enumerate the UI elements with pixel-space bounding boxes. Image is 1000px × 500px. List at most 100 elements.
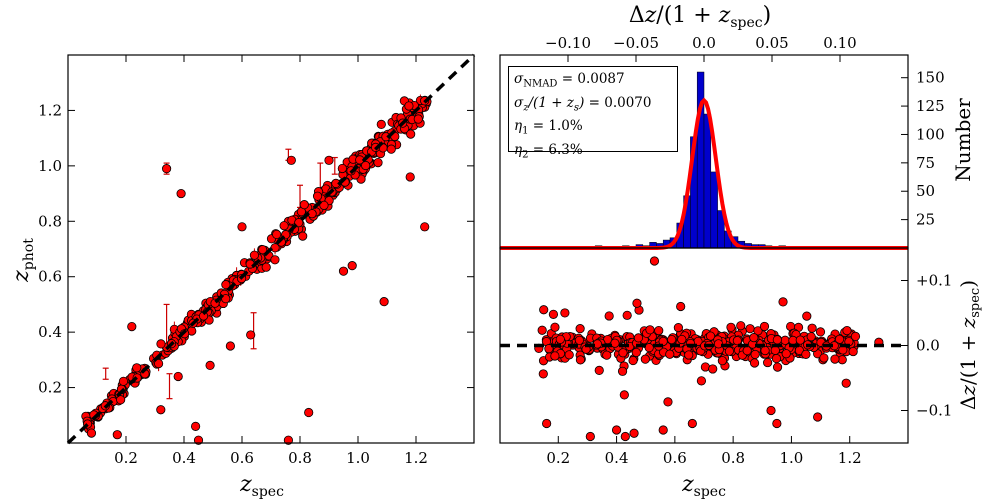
- histogram-bar: [710, 171, 718, 249]
- stat-eta1: η1 = 1.0%: [514, 118, 583, 138]
- data-point: [405, 172, 415, 182]
- data-point: [270, 255, 280, 265]
- resid-x-tick-label: 1.0: [779, 449, 803, 467]
- left-xlabel: zspec: [239, 472, 284, 500]
- residual-point: [724, 346, 734, 356]
- residual-point: [841, 378, 851, 388]
- residual-point: [813, 412, 823, 422]
- residual-point: [705, 331, 716, 341]
- residual-point: [633, 333, 644, 343]
- residual-point: [539, 305, 549, 315]
- residual-point: [663, 397, 673, 407]
- hist-y-tick-label: 150: [916, 69, 945, 87]
- top-x-tick-label: 0.05: [755, 34, 788, 52]
- residual-point: [696, 376, 707, 386]
- y-tick-label: 0.6: [38, 268, 62, 286]
- residual-point: [726, 322, 736, 332]
- data-point: [379, 297, 389, 307]
- x-tick-label: 0.2: [114, 449, 138, 467]
- residual-point: [619, 390, 629, 400]
- residual-point: [717, 356, 727, 366]
- stat-sigma-z: σz/(1 + zs) = 0.0070: [514, 94, 652, 114]
- data-point: [324, 155, 334, 165]
- residual-point: [658, 336, 668, 347]
- data-point: [173, 371, 183, 382]
- residual-point: [684, 350, 694, 360]
- data-point: [249, 250, 260, 260]
- residual-point: [555, 334, 565, 344]
- residual-point: [629, 428, 639, 438]
- resid-xlabel: zspec: [681, 472, 726, 500]
- data-point: [258, 245, 268, 255]
- data-point: [225, 341, 235, 351]
- residual-point: [780, 335, 790, 345]
- data-point: [127, 321, 137, 332]
- errorbar: [166, 373, 173, 400]
- left-axes-frame: [67, 54, 475, 444]
- hist-ticks: −0.10 −0.05 0.0 0.05 0.10 25 50 75 100 125 150: [545, 34, 945, 229]
- data-point: [193, 435, 204, 445]
- residual-point: [564, 350, 574, 360]
- errorbar: [250, 312, 257, 350]
- data-point: [153, 358, 164, 369]
- data-point: [413, 114, 423, 124]
- resid-x-tick-label: 1.2: [838, 449, 862, 467]
- residual-point: [649, 256, 660, 266]
- data-point: [319, 200, 329, 210]
- y-tick-label: 1.2: [38, 101, 62, 119]
- residual-point: [742, 346, 752, 356]
- residual-point: [708, 364, 718, 374]
- data-point: [376, 119, 386, 129]
- resid-x-tick-label: 0.8: [721, 449, 745, 467]
- residual-point: [819, 353, 829, 363]
- histogram-bar: [696, 71, 705, 249]
- residual-point: [632, 298, 642, 308]
- data-point: [221, 280, 231, 290]
- residual-point: [665, 349, 675, 359]
- residual-vs-zspec-panel: 0.2 0.4 0.6 0.8 1.0 1.2 +0.1 0.0 −0.1 zspec Δz/(…: [499, 247, 983, 500]
- residual-point: [850, 331, 861, 342]
- residual-point: [830, 354, 840, 364]
- residual-point: [585, 431, 595, 442]
- y-tick-label: 1.0: [38, 157, 62, 175]
- hist-y-tick-label: 100: [916, 125, 945, 143]
- residual-point: [538, 369, 548, 379]
- resid-y-tick-label: +0.1: [916, 272, 952, 290]
- residual-point: [842, 325, 852, 336]
- residual-point: [654, 326, 664, 336]
- residual-points: [534, 256, 884, 442]
- residual-point: [550, 322, 560, 332]
- resid-x-tick-label: 0.2: [546, 449, 570, 467]
- residual-point: [617, 366, 628, 376]
- residual-point: [644, 343, 654, 353]
- residual-point: [750, 349, 760, 360]
- residual-point: [801, 349, 811, 359]
- data-point: [299, 200, 309, 210]
- top-x-tick-label: 0.10: [823, 34, 856, 52]
- residual-point: [658, 425, 668, 435]
- data-point: [191, 421, 201, 431]
- data-point: [347, 261, 357, 271]
- data-point: [337, 163, 347, 174]
- residual-point: [544, 344, 554, 354]
- residual-point: [772, 335, 782, 345]
- data-point: [118, 376, 129, 386]
- zphot-vs-zspec-panel: 0.2 0.2 0.4 0.4 0.6 0.6 0.8 0.8 1.0 1.0 1.2 1.2 zsp…: [9, 53, 476, 500]
- residual-point: [560, 308, 570, 318]
- residual-point: [749, 333, 759, 343]
- residual-point: [610, 338, 620, 348]
- x-tick-label: 0.6: [230, 449, 254, 467]
- y-tick-label: 0.4: [38, 323, 62, 341]
- data-point: [338, 266, 349, 276]
- residual-point: [604, 311, 614, 321]
- residual-point: [620, 431, 630, 442]
- data-point: [361, 160, 371, 171]
- residual-point: [781, 349, 791, 359]
- residual-point: [622, 310, 632, 320]
- residual-point: [760, 345, 770, 356]
- hist-y-tick-label: 125: [916, 97, 945, 115]
- x-tick-label: 1.0: [346, 449, 370, 467]
- residual-point: [631, 347, 641, 358]
- data-point: [298, 231, 308, 241]
- histogram-bar: [703, 113, 712, 249]
